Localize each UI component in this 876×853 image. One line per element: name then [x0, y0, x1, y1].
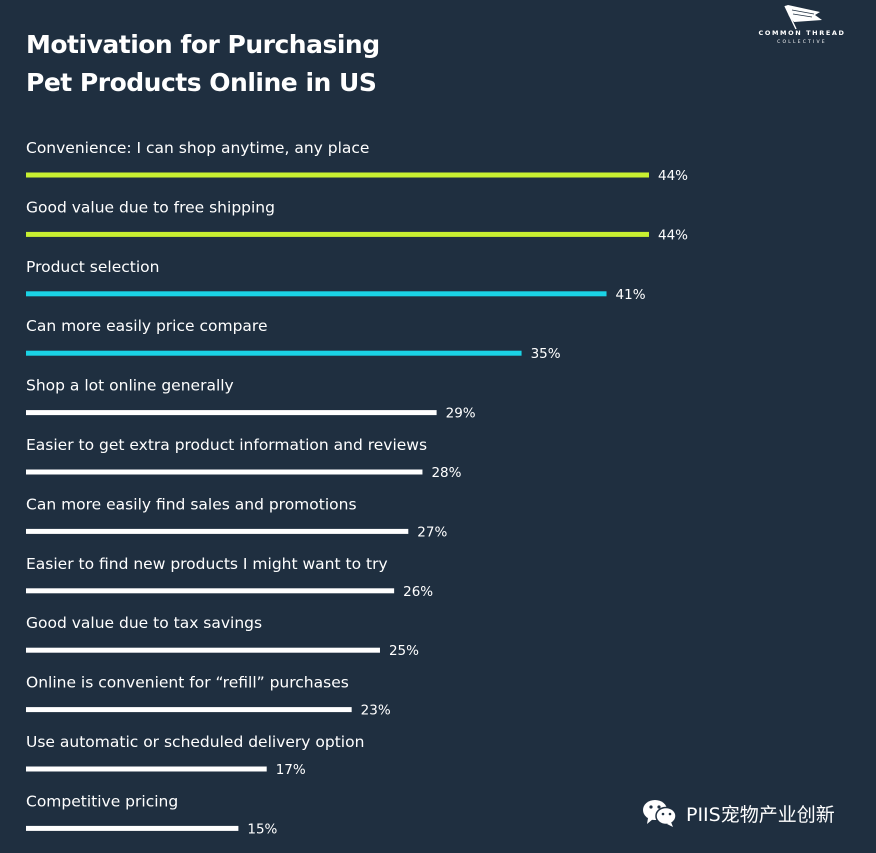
- category-label: Convenience: I can shop anytime, any pla…: [26, 139, 369, 157]
- value-label: 35%: [531, 346, 561, 362]
- value-label: 28%: [431, 465, 461, 481]
- value-label: 26%: [403, 584, 433, 600]
- wechat-icon: [643, 800, 677, 827]
- bar: [26, 707, 352, 713]
- category-label: Good value due to free shipping: [26, 198, 275, 216]
- value-label: 17%: [276, 762, 306, 778]
- value-label: 27%: [417, 524, 447, 540]
- bar: [26, 231, 649, 237]
- bar: [26, 588, 395, 594]
- bar: [26, 350, 522, 356]
- chart-title: Motivation for Purchasing Pet Products O…: [26, 26, 380, 102]
- flag-icon: [784, 5, 822, 30]
- bar: [26, 172, 649, 178]
- bar: [26, 528, 409, 534]
- value-label: 23%: [361, 703, 391, 719]
- category-label: Can more easily find sales and promotion…: [26, 495, 357, 513]
- category-label: Can more easily price compare: [26, 317, 267, 335]
- category-label: Online is convenient for “refill” purcha…: [26, 674, 349, 692]
- brand-logo: COMMON THREAD COLLECTIVE: [752, 4, 852, 50]
- bar: [26, 469, 423, 475]
- bar: [26, 410, 437, 416]
- bar: [26, 825, 239, 831]
- bar: [26, 766, 267, 772]
- category-label: Use automatic or scheduled delivery opti…: [26, 733, 364, 751]
- value-label: 15%: [247, 821, 277, 837]
- watermark: PIIS宠物产业创新: [642, 798, 835, 828]
- category-label: Easier to get extra product information …: [26, 436, 427, 454]
- category-label: Shop a lot online generally: [26, 377, 234, 395]
- category-label: Easier to find new products I might want…: [26, 555, 388, 573]
- bar: [26, 291, 607, 297]
- value-label: 25%: [389, 643, 419, 659]
- value-label: 44%: [658, 227, 688, 243]
- logo-sub-text: COLLECTIVE: [777, 40, 827, 45]
- chart-title-line1: Motivation for Purchasing: [26, 30, 380, 59]
- logo-main-text: COMMON THREAD: [758, 29, 846, 37]
- watermark-text: PIIS宠物产业创新: [686, 803, 835, 826]
- value-label: 41%: [616, 287, 646, 303]
- bar: [26, 647, 380, 653]
- value-label: 44%: [658, 168, 688, 184]
- category-label: Good value due to tax savings: [26, 614, 262, 632]
- value-label: 29%: [446, 406, 476, 422]
- chart-title-line2: Pet Products Online in US: [26, 68, 377, 97]
- category-label: Product selection: [26, 258, 159, 276]
- category-label: Competitive pricing: [26, 792, 178, 810]
